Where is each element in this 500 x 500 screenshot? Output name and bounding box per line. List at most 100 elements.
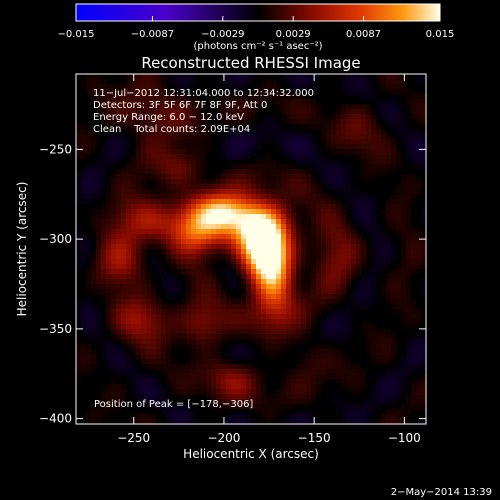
heatmap-cell [346,174,352,180]
heatmap-cell [286,249,292,255]
heatmap-cell [361,164,367,170]
heatmap-cell [301,84,307,90]
heatmap-cell [291,199,297,205]
heatmap-cell [226,259,232,265]
heatmap-cell [171,344,177,350]
heatmap-cell [186,219,192,225]
heatmap-cell [216,94,222,100]
heatmap-cell [131,194,137,200]
heatmap-cell [246,179,252,185]
heatmap-cell [411,234,417,240]
heatmap-cell [186,344,192,350]
heatmap-cell [286,324,292,330]
heatmap-cell [396,229,402,235]
heatmap-cell [351,419,357,424]
heatmap-cell [166,134,172,140]
heatmap-cell [171,209,177,215]
heatmap-cell [381,354,387,360]
heatmap-cell [106,384,112,390]
heatmap-cell [176,304,182,310]
heatmap-cell [211,324,217,330]
heatmap-cell [151,104,157,110]
heatmap-cell [391,249,397,255]
heatmap-cell [291,394,297,400]
heatmap-cell [401,124,407,130]
heatmap-cell [376,99,382,105]
heatmap-cell [366,299,372,305]
heatmap-cell [151,254,157,260]
y-tick-label: −350 [39,322,72,336]
heatmap-cell [151,114,157,120]
heatmap-cell [176,184,182,190]
heatmap-cell [271,404,277,410]
heatmap-cell [406,324,412,330]
heatmap-cell [141,194,147,200]
heatmap-cell [336,204,342,210]
heatmap-cell [156,194,162,200]
heatmap-cell [401,309,407,315]
heatmap-cell [406,179,412,185]
heatmap-cell [136,79,142,85]
heatmap-cell [286,414,292,420]
heatmap-cell [356,189,362,195]
heatmap-cell [111,99,117,105]
heatmap-cell [261,159,267,165]
heatmap-cell [226,79,232,85]
heatmap-cell [121,339,127,345]
heatmap-cell [176,104,182,110]
heatmap-cell [256,244,262,250]
heatmap-cell [271,234,277,240]
heatmap-cell [186,194,192,200]
heatmap-cell [151,119,157,125]
heatmap-cell [406,194,412,200]
heatmap-cell [101,224,107,230]
heatmap-cell [211,214,217,220]
heatmap-cell [316,204,322,210]
heatmap-cell [381,344,387,350]
heatmap-cell [311,379,317,385]
heatmap-cell [146,99,152,105]
heatmap-cell [226,139,232,145]
heatmap-cell [271,354,277,360]
heatmap-cell [316,309,322,315]
heatmap-cell [336,234,342,240]
heatmap-cell [266,334,272,340]
heatmap-cell [116,304,122,310]
heatmap-cell [156,139,162,145]
heatmap-cell [91,194,97,200]
colorbar-tick-label: −0.015 [57,29,94,40]
heatmap-cell [266,159,272,165]
heatmap-cell [191,164,197,170]
heatmap-cell [196,264,202,270]
heatmap-cell [106,409,112,415]
heatmap-cell [241,249,247,255]
heatmap-cell [261,284,267,290]
heatmap-cell [336,404,342,410]
heatmap-cell [396,109,402,115]
heatmap-cell [146,389,152,395]
heatmap-cell [206,329,212,335]
heatmap-cell [316,234,322,240]
heatmap-cell [371,249,377,255]
heatmap-cell [306,74,312,80]
heatmap-cell [251,194,257,200]
heatmap-cell [191,319,197,325]
heatmap-cell [166,419,172,424]
heatmap-cell [251,139,257,145]
heatmap-cell [211,209,217,215]
heatmap-cell [156,399,162,405]
heatmap-cell [101,349,107,355]
heatmap-cell [246,384,252,390]
heatmap-cell [111,189,117,195]
heatmap-cell [171,334,177,340]
heatmap-cell [166,124,172,130]
heatmap-cell [366,129,372,135]
heatmap-cell [111,199,117,205]
heatmap-cell [96,94,102,100]
heatmap-cell [216,319,222,325]
heatmap-cell [216,334,222,340]
heatmap-cell [151,144,157,150]
heatmap-cell [416,179,422,185]
heatmap-cell [236,364,242,370]
heatmap-cell [91,309,97,315]
